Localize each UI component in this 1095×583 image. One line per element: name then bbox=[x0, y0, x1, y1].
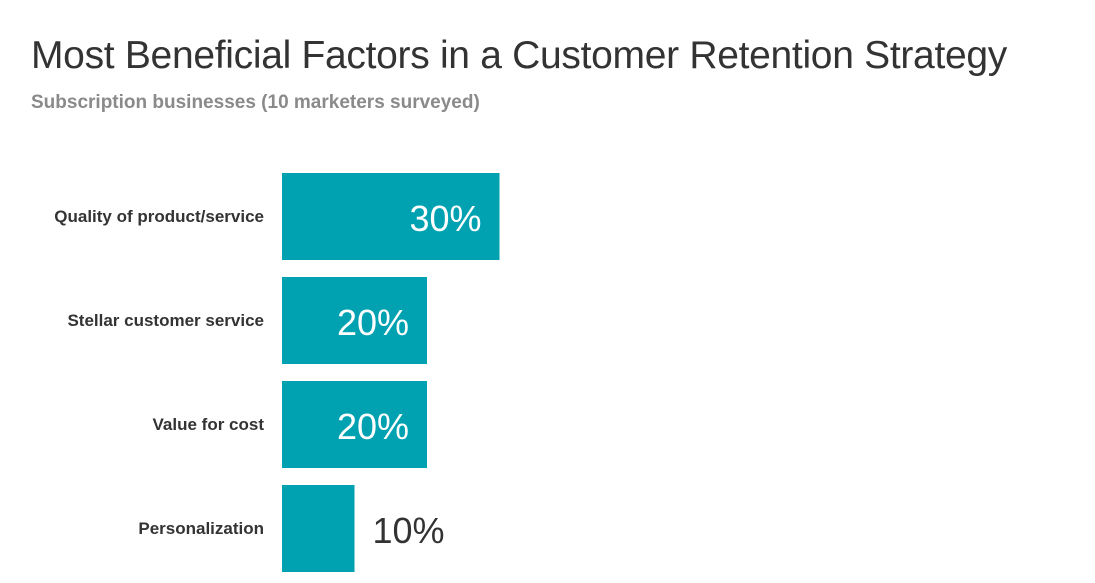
bar-quality-of-product-service bbox=[282, 173, 500, 260]
bar-stellar-customer-service bbox=[282, 277, 427, 364]
category-label-value-for-cost: Value for cost bbox=[153, 415, 265, 434]
value-label-quality-of-product-service: 30% bbox=[409, 198, 481, 239]
value-label-personalization: 10% bbox=[373, 510, 445, 551]
value-label-stellar-customer-service: 20% bbox=[337, 302, 409, 343]
chart-subtitle: Subscription businesses (10 marketers su… bbox=[31, 92, 480, 113]
bar-value-for-cost bbox=[282, 381, 427, 468]
category-label-quality-of-product-service: Quality of product/service bbox=[54, 207, 264, 226]
category-label-personalization: Personalization bbox=[138, 519, 264, 538]
chart-title: Most Beneficial Factors in a Customer Re… bbox=[31, 34, 1007, 77]
bar-personalization bbox=[282, 485, 355, 572]
category-label-stellar-customer-service: Stellar customer service bbox=[67, 311, 264, 330]
value-label-value-for-cost: 20% bbox=[337, 406, 409, 447]
